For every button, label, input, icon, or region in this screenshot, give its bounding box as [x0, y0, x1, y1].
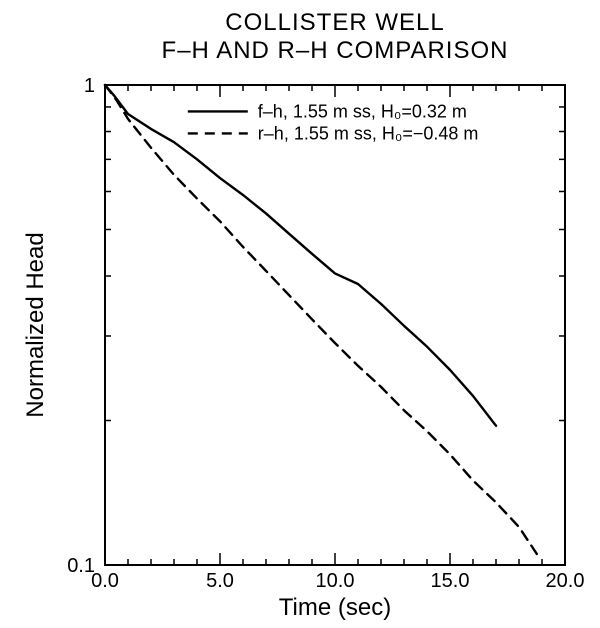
y-axis-label: Normalized Head [22, 232, 49, 417]
chart-title-line-0: COLLISTER WELL [225, 9, 444, 36]
x-tick-label: 0.0 [91, 570, 119, 592]
x-tick-label: 5.0 [206, 570, 234, 592]
chart-svg: COLLISTER WELLF–H AND R–H COMPARISON 0.0 5… [0, 0, 600, 628]
y-tick-label: 0.1 [67, 555, 95, 577]
x-axis-label: Time (sec) [279, 594, 391, 621]
y-tick-label: 1 [84, 75, 95, 97]
x-tick-label: 10.0 [316, 570, 355, 592]
x-tick-label: 15.0 [431, 570, 470, 592]
x-tick-label: 20.0 [546, 570, 585, 592]
legend-label-fh: f–h, 1.55 m ss, H₀=0.32 m [258, 101, 467, 121]
chart-title-line-1: F–H AND R–H COMPARISON [162, 37, 509, 64]
chart-container: { "chart": { "type": "line", "title_line… [0, 0, 600, 628]
legend-label-rh: r–h, 1.55 m ss, H₀=−0.48 m [258, 123, 479, 143]
